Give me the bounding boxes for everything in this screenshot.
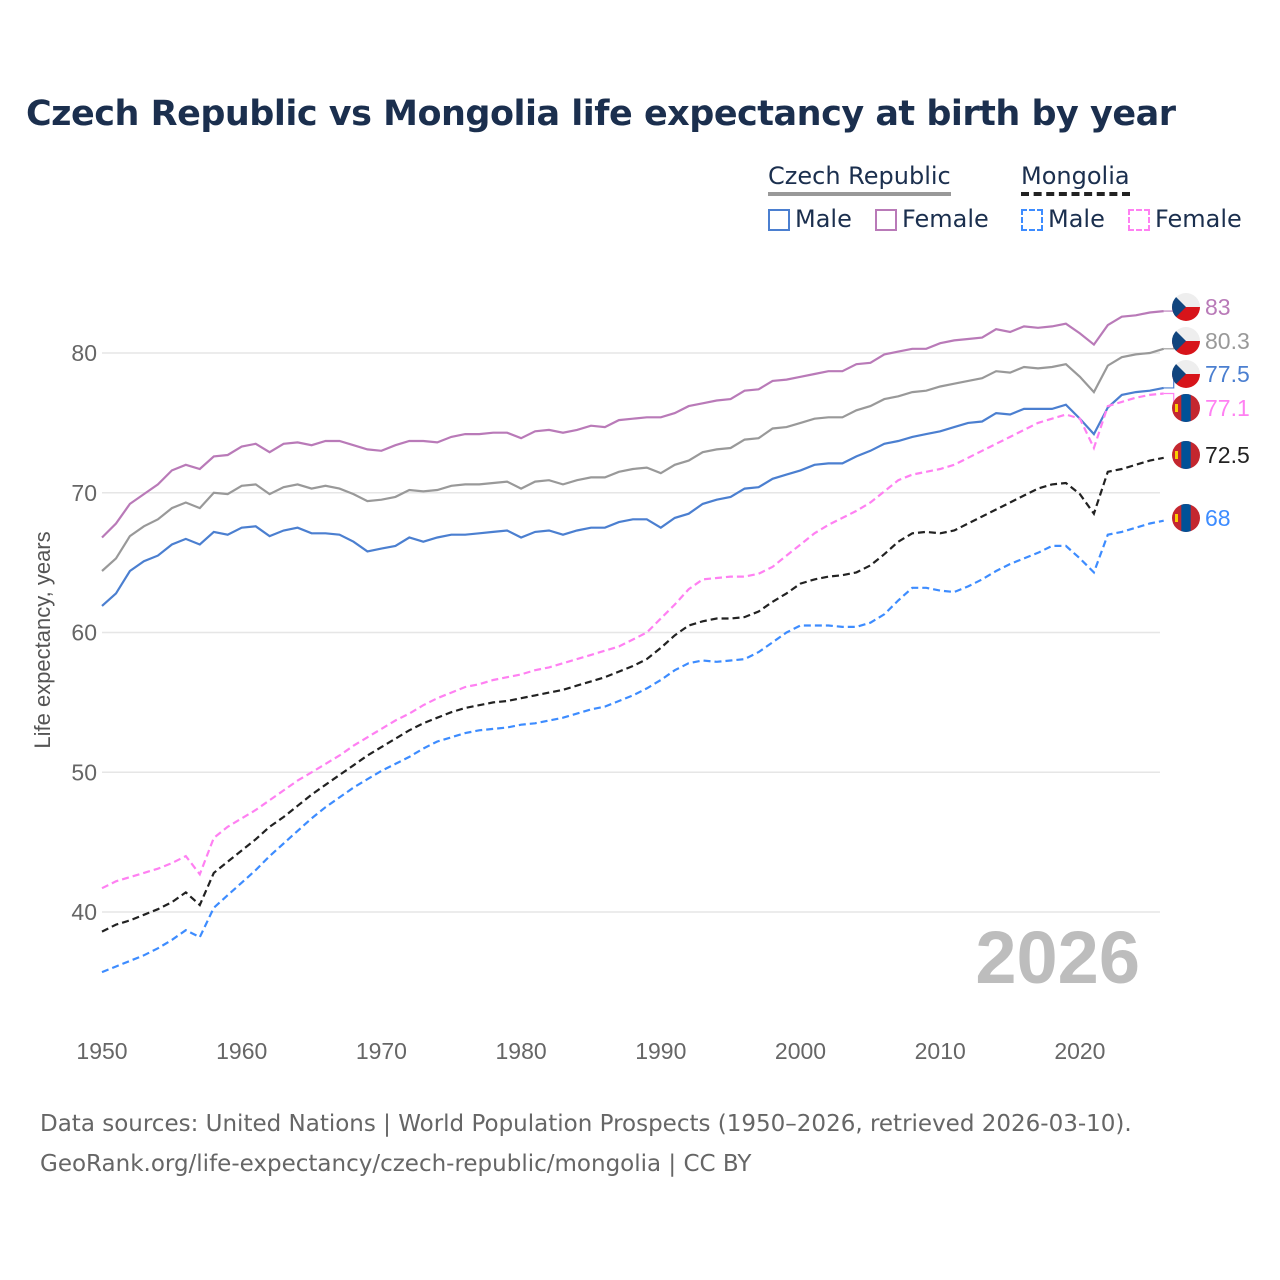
y-axis-label: Life expectancy, years [30, 531, 55, 748]
flag-blue-triangle [1172, 360, 1186, 388]
legend-header-mongolia: Mongolia [1021, 162, 1130, 196]
legend-swatch [1021, 209, 1043, 231]
end-value-label: 72.5 [1205, 442, 1250, 468]
flag-soyombo [1175, 404, 1178, 412]
mongolia-flag-icon [1172, 394, 1200, 422]
legend-item-czech-male[interactable]: Male [768, 205, 852, 233]
x-tick-label: 1960 [216, 1038, 267, 1064]
flag-blue [1181, 394, 1191, 422]
series-line [101, 392, 1164, 890]
legend-header-czech: Czech Republic [768, 162, 951, 196]
x-tick-label: 2020 [1054, 1038, 1105, 1064]
x-tick-label: 1950 [76, 1038, 127, 1064]
end-value-label: 80.3 [1205, 328, 1250, 354]
legend-item-czech-female[interactable]: Female [875, 205, 989, 233]
x-tick-label: 1980 [496, 1038, 547, 1064]
flag-blue-triangle [1172, 293, 1186, 321]
legend-item-mongolia-male[interactable]: Male [1021, 205, 1105, 233]
flag-body [1172, 327, 1200, 355]
year-watermark: 2026 [975, 916, 1140, 999]
czech-flag-icon [1172, 327, 1200, 355]
source-note: Data sources: United Nations | World Pop… [40, 1104, 1132, 1184]
x-tick-label: 1970 [356, 1038, 407, 1064]
mongolia-flag-icon [1172, 504, 1200, 532]
chart-title: Czech Republic vs Mongolia life expectan… [26, 94, 1176, 134]
legend-label: Female [1155, 205, 1242, 233]
y-tick-label: 70 [71, 480, 97, 506]
series-line [101, 456, 1164, 933]
legend-label: Male [795, 205, 852, 233]
flag-body [1172, 293, 1200, 321]
legend-item-mongolia-female[interactable]: Female [1128, 205, 1242, 233]
end-value-label: 77.1 [1205, 395, 1250, 421]
x-tick-label: 2000 [775, 1038, 826, 1064]
source-link[interactable]: GeoRank.org/life-expectancy/czech-republ… [40, 1151, 752, 1177]
flag-blue [1181, 504, 1191, 532]
flag-soyombo [1175, 451, 1178, 459]
flag-body [1172, 394, 1200, 422]
y-tick-label: 60 [71, 620, 97, 646]
legend-swatch [875, 209, 897, 231]
source-line: Data sources: United Nations | World Pop… [40, 1111, 1132, 1137]
end-value-label: 77.5 [1205, 361, 1250, 387]
series-line [101, 347, 1165, 572]
legend-swatch [1128, 209, 1150, 231]
series-line [101, 310, 1164, 539]
flag-body [1172, 441, 1200, 469]
legend-label: Female [902, 205, 989, 233]
czech-flag-icon [1172, 360, 1200, 388]
y-tick-label: 80 [71, 340, 97, 366]
legend-swatch [768, 209, 790, 231]
end-value-label: 68 [1205, 505, 1231, 531]
series-line [101, 386, 1164, 607]
y-tick-label: 40 [71, 899, 97, 925]
czech-flag-icon [1172, 293, 1200, 321]
flag-blue [1181, 441, 1191, 469]
x-tick-label: 2010 [915, 1038, 966, 1064]
flag-body [1172, 504, 1200, 532]
flag-soyombo [1175, 514, 1178, 522]
legend-label: Male [1048, 205, 1105, 233]
y-tick-label: 50 [71, 759, 97, 785]
x-tick-label: 1990 [635, 1038, 686, 1064]
mongolia-flag-icon [1172, 441, 1200, 469]
end-value-label: 83 [1205, 294, 1231, 320]
flag-body [1172, 360, 1200, 388]
flag-blue-triangle [1172, 327, 1186, 355]
series-line [101, 519, 1164, 974]
